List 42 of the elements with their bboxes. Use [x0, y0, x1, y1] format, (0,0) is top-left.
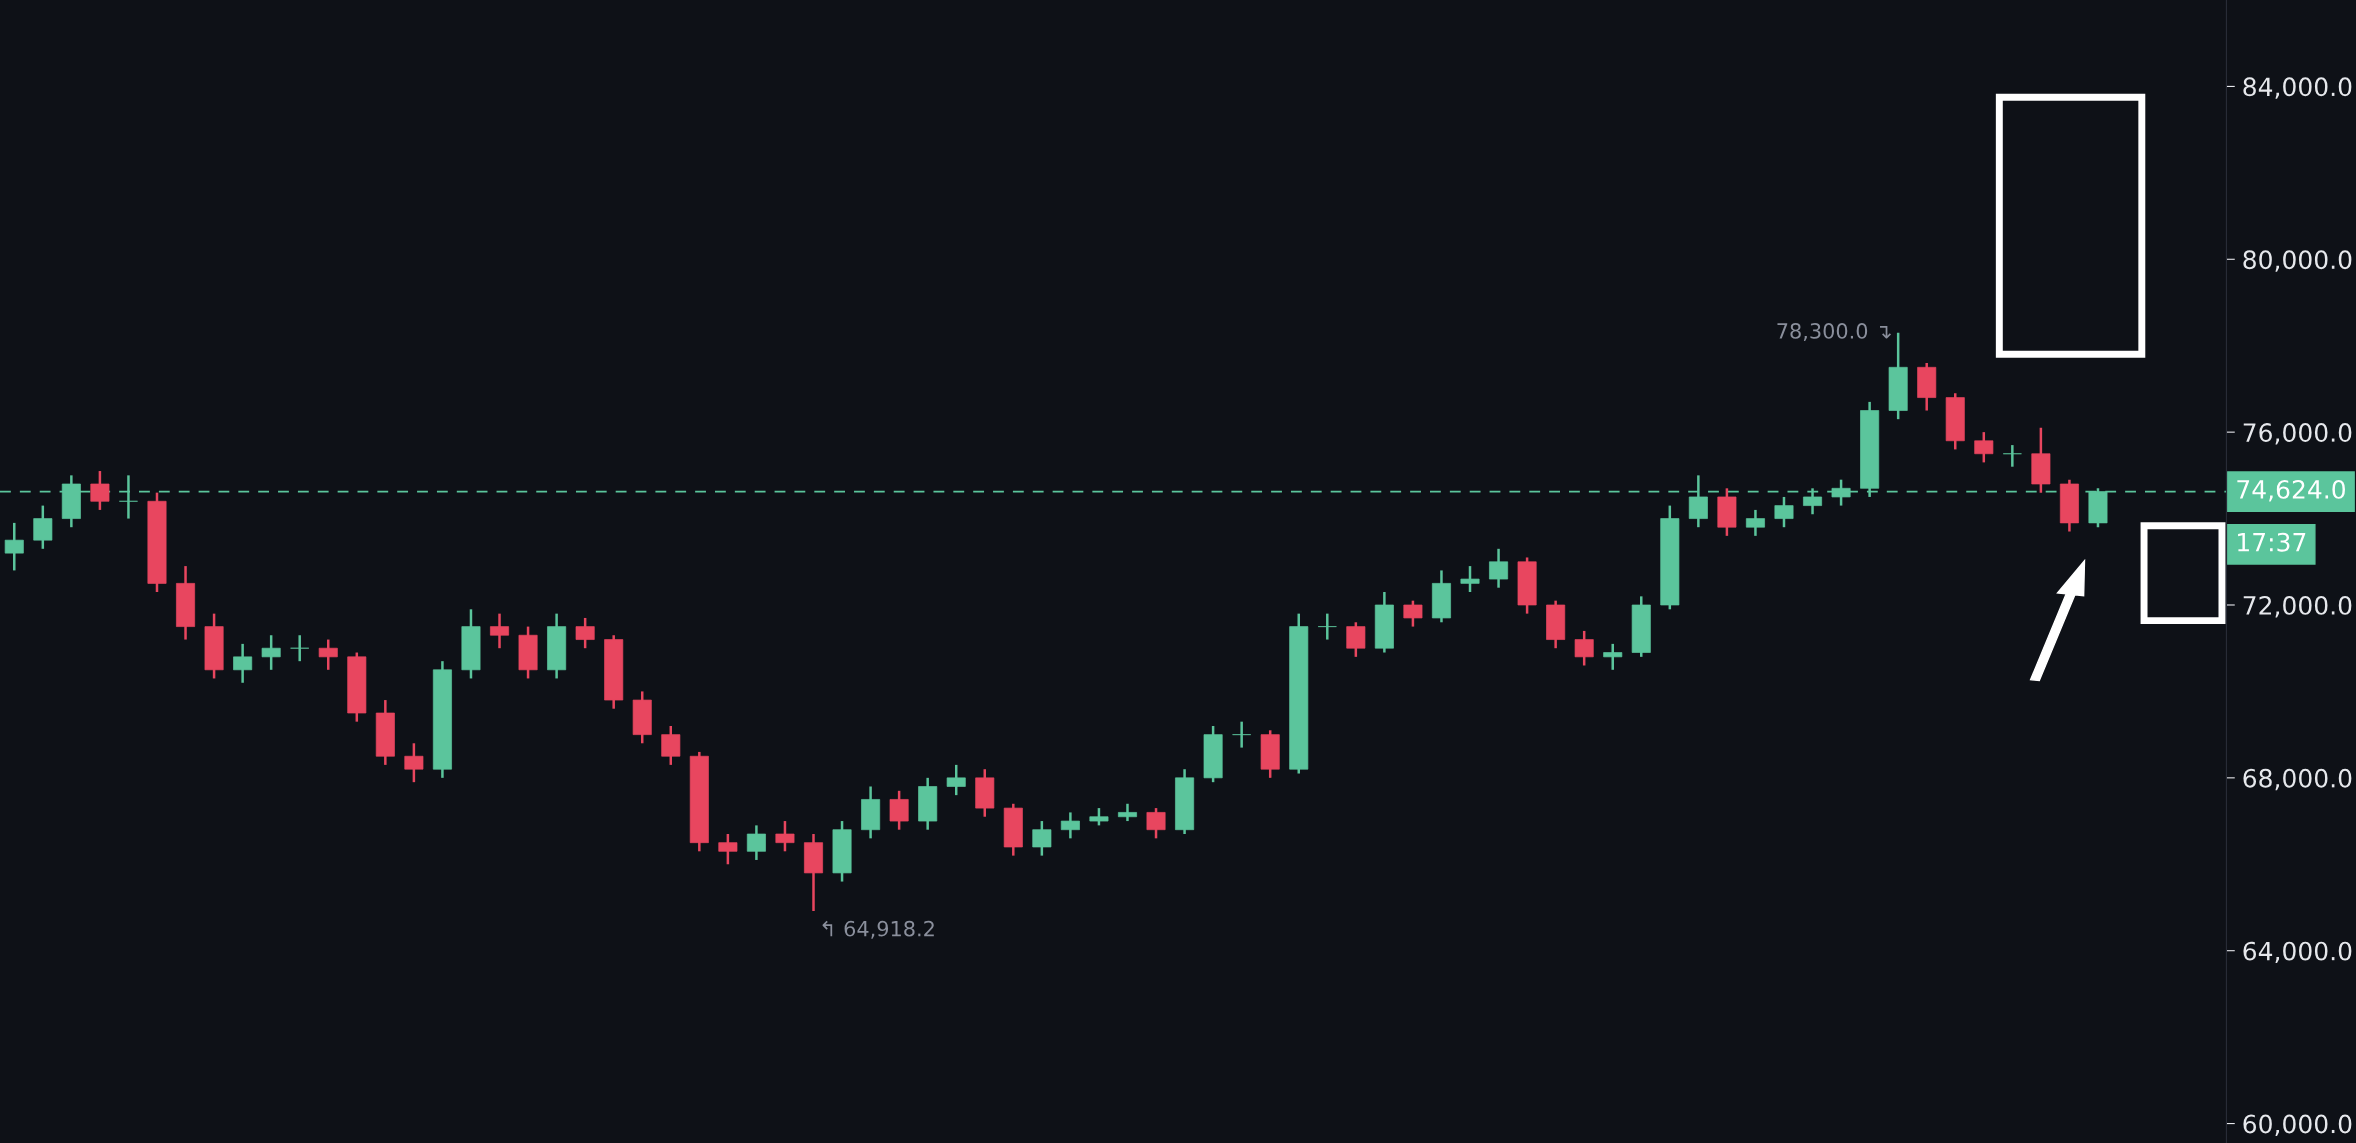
- candlestick: [775, 819, 795, 853]
- candlestick: [290, 633, 310, 663]
- candlestick: [1346, 621, 1366, 659]
- candlestick: [404, 742, 424, 784]
- candlestick: [718, 832, 738, 866]
- text: 17:37: [2238, 532, 2306, 552]
- candlestick: [4, 521, 24, 572]
- candlestick: [1232, 720, 1252, 749]
- candlestick: [233, 642, 253, 685]
- candlestick: [261, 633, 281, 672]
- candlestick: [1060, 811, 1080, 840]
- y-tick-label: 84,000.0: [2243, 77, 2352, 99]
- candlestick: [490, 612, 509, 650]
- candlestick: [1460, 564, 1480, 594]
- candlestick: [889, 789, 909, 831]
- candlestick: [1974, 430, 1994, 464]
- candlestick: [1403, 599, 1423, 628]
- annotation: ↰ 64,918.2: [822, 920, 934, 939]
- candlestick: [575, 616, 595, 650]
- candlestick: [1032, 819, 1052, 857]
- ref-line-label: 74,624.0: [2237, 479, 2345, 502]
- y-tick-label: 60,000.0: [2243, 1114, 2352, 1136]
- candlestick: [1774, 495, 1794, 529]
- candlestick: [1574, 629, 1594, 667]
- y-tick-label: 76,000.0: [2243, 423, 2352, 445]
- y-tick-label: 68,000.0: [2243, 768, 2352, 791]
- candlestick: [1146, 806, 1166, 840]
- annotation: 78,300.0 ↴: [1777, 323, 1891, 341]
- candlestick: [2002, 443, 2022, 468]
- candlestick: [1317, 612, 1337, 641]
- candlestick: [1603, 642, 1623, 672]
- y-tick-label: 80,000.0: [2243, 250, 2352, 272]
- candlestick: [318, 638, 338, 672]
- candlestick: [33, 504, 53, 551]
- candlestick: [90, 469, 110, 512]
- candlestick: [1489, 547, 1509, 589]
- y-tick-label: 72,000.0: [2243, 595, 2352, 618]
- y-tick-label: 64,000.0: [2243, 941, 2352, 964]
- candlestick: [661, 724, 681, 767]
- candlestick: [1745, 508, 1765, 538]
- candlestick: [946, 763, 966, 797]
- candlestick: [746, 824, 766, 862]
